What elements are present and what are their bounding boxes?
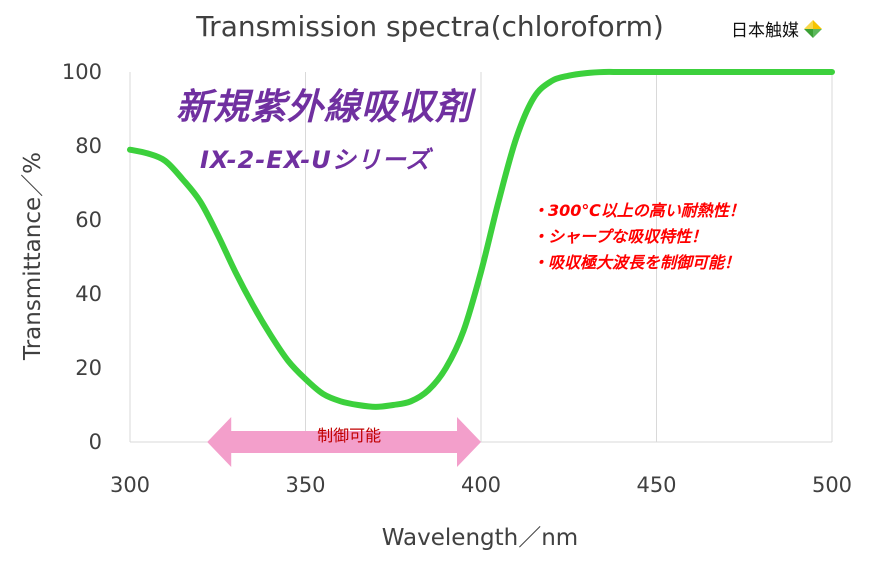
tick-labels: 300 350 400 450 500 0 20 40 60 80 100 — [62, 60, 852, 497]
x-tick-label: 500 — [812, 473, 852, 497]
series-line-ix-2-ex-u — [127, 68, 835, 410]
feature-item: ・吸収極大波長を制御可能！ — [532, 253, 741, 272]
y-tick-label: 0 — [89, 430, 102, 454]
annotation-layer: 制御可能 — [207, 417, 481, 467]
y-tick-label: 60 — [75, 208, 102, 232]
y-tick-label: 20 — [75, 356, 102, 380]
feature-list: ・300℃以上の高い耐熱性！ ・シャープな吸収特性！ ・吸収極大波長を制御可能！ — [532, 198, 745, 276]
product-series: IX-2-EX-Uシリーズ — [200, 146, 431, 174]
y-tick-label: 100 — [62, 60, 102, 84]
product-name: 新規紫外線吸収剤 — [176, 87, 473, 128]
feature-item: ・シャープな吸収特性！ — [532, 227, 708, 246]
y-axis-label: Transmittance／% — [20, 152, 46, 361]
x-axis-label: Wavelength／nm — [382, 525, 578, 551]
x-tick-label: 350 — [285, 473, 325, 497]
company-logo: 日本触媒 — [731, 16, 823, 41]
x-tick-label: 450 — [636, 473, 676, 497]
leaf-logo-icon — [804, 19, 822, 38]
y-tick-label: 40 — [75, 282, 102, 306]
y-tick-label: 80 — [75, 134, 102, 158]
feature-item: ・300℃以上の高い耐熱性！ — [532, 201, 745, 220]
range-label: 制御可能 — [317, 426, 381, 445]
x-tick-label: 300 — [110, 473, 150, 497]
x-tick-label: 400 — [461, 473, 501, 497]
company-name: 日本触媒 — [731, 21, 799, 41]
chart-title: Transmission spectra(chloroform) — [196, 10, 664, 43]
series-layer — [127, 68, 835, 410]
range-arrow — [207, 417, 481, 467]
